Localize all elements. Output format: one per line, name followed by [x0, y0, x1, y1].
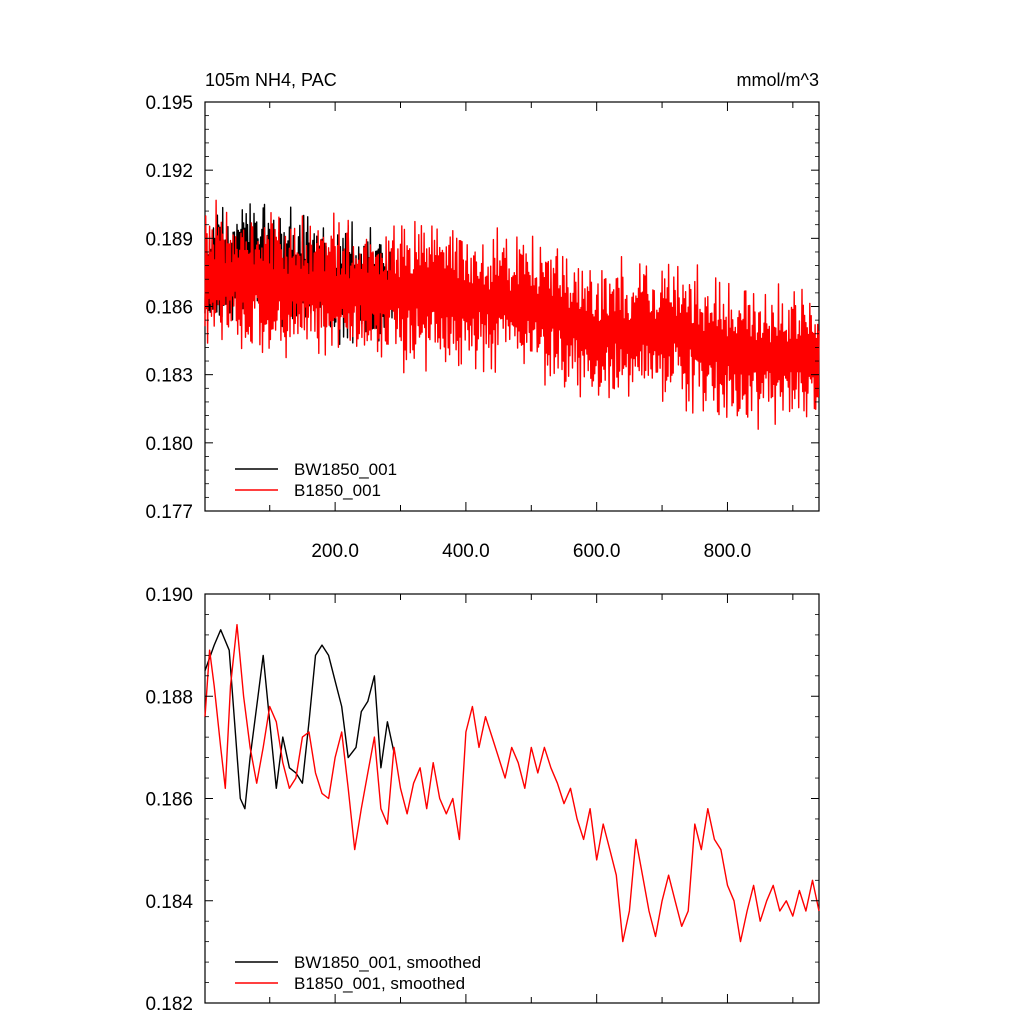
top-ytick-label: 0.180: [145, 434, 193, 455]
top-ytick-label: 0.192: [145, 161, 193, 182]
bottom-legend-label-b: B1850_001, smoothed: [294, 974, 465, 993]
top-ytick-label: 0.183: [145, 366, 193, 387]
top-legend: BW1850_001 B1850_001: [235, 460, 397, 500]
bottom-ytick-label: 0.188: [145, 687, 193, 708]
bottom-ytick-label: 0.190: [145, 585, 193, 606]
top-chart-panel: 0.177 0.180 0.183 0.186 0.189 0.192 0.195 200.0…: [145, 70, 820, 562]
top-xtick-label: 400.0: [442, 541, 490, 562]
bottom-legend-label-bw: BW1850_001, smoothed: [294, 953, 481, 972]
bottom-ytick-label: 0.186: [145, 790, 193, 811]
bottom-plot-frame: [204, 593, 820, 1004]
bottom-ytick-label: 0.184: [145, 892, 193, 913]
top-series-line-b1850: [204, 199, 820, 430]
top-ytick-label: 0.177: [145, 502, 193, 523]
top-legend-label-b: B1850_001: [294, 481, 381, 500]
top-chart-title: 105m NH4, PAC: [205, 70, 337, 90]
bottom-legend: BW1850_001, smoothed B1850_001, smoothed: [235, 953, 481, 993]
top-ytick-label: 0.195: [145, 93, 193, 114]
bottom-series-line-bw1850: [204, 629, 395, 810]
top-xtick-label: 800.0: [704, 541, 752, 562]
top-xtick-label: 600.0: [573, 541, 621, 562]
top-xtick-label: 200.0: [311, 541, 359, 562]
top-chart-units: mmol/m^3: [737, 70, 819, 90]
top-ytick-label: 0.189: [145, 229, 193, 250]
bottom-chart-panel: 0.182 0.184 0.186 0.188 0.190 BW1850_001, sm…: [145, 585, 820, 1015]
top-legend-label-bw: BW1850_001: [294, 460, 397, 479]
bottom-ytick-label: 0.182: [145, 994, 193, 1015]
bottom-series-line-b1850: [204, 624, 820, 943]
top-ytick-label: 0.186: [145, 298, 193, 319]
